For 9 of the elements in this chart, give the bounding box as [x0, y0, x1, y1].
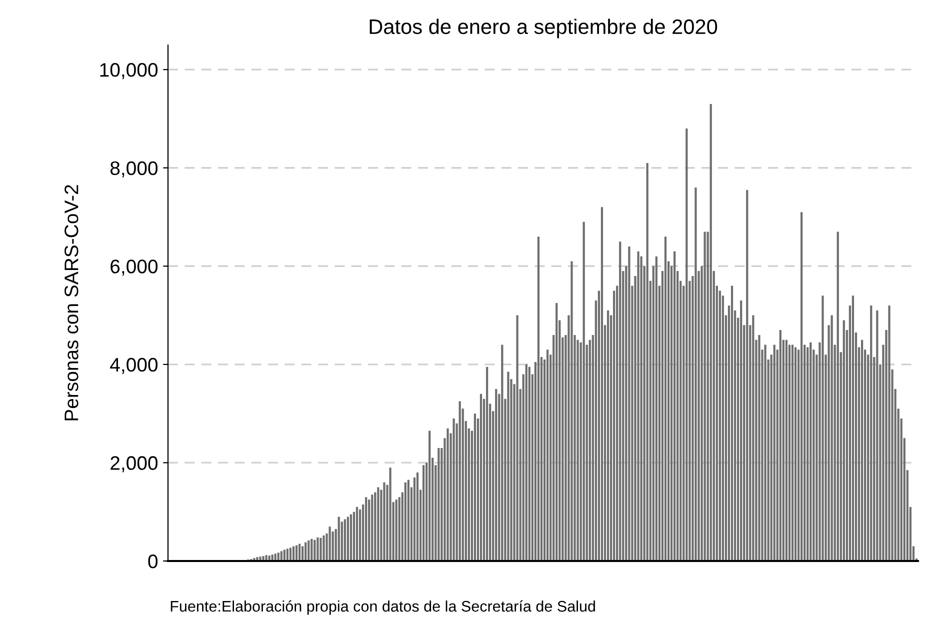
y-tick-label: 0: [148, 554, 158, 568]
y-tick-label: 10,000: [100, 63, 158, 80]
source-note: Fuente:Elaboración propia con datos de la Secretaría de Salud: [170, 600, 595, 615]
y-axis-title: Personas con SARS-CoV-2: [64, 185, 78, 420]
y-tick-label: 4,000: [110, 358, 158, 374]
y-tick-label: 8,000: [110, 161, 158, 178]
y-tick-label: 6,000: [110, 260, 158, 276]
chart-title: Datos de enero a septiembre de 2020: [370, 18, 718, 38]
y-tick-label: 2,000: [110, 456, 158, 472]
